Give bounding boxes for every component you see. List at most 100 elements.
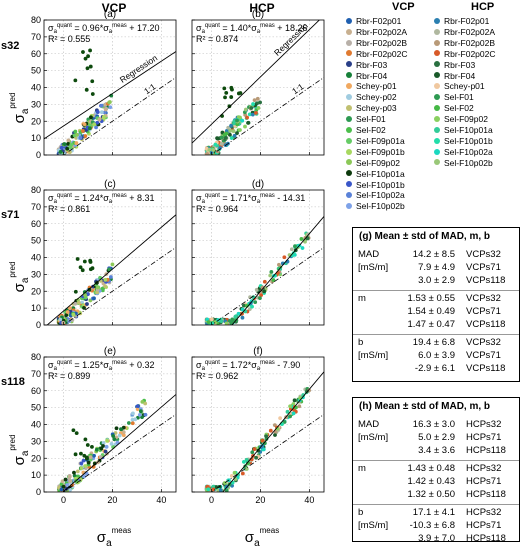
data-point <box>87 287 92 292</box>
legend-item: Sel-F09p02 <box>346 158 400 168</box>
data-point <box>251 102 255 106</box>
data-point <box>68 488 72 492</box>
data-point <box>250 112 255 117</box>
y-tick-label: 50 <box>31 66 41 76</box>
panel-letter: (b) <box>252 9 264 20</box>
legend-marker-icon <box>346 126 352 133</box>
data-points <box>204 85 262 155</box>
y-label-base: σ <box>11 282 28 292</box>
box-row-value: 3.9 ± 7.0 <box>418 533 455 544</box>
data-point <box>95 290 100 295</box>
x-label-base: σ <box>245 529 255 546</box>
y-tick-label: 20 <box>31 286 41 296</box>
data-point <box>264 434 269 439</box>
regression-line <box>46 214 176 325</box>
data-point <box>143 412 148 417</box>
data-point <box>114 426 119 431</box>
x-label-base: σ <box>97 529 107 546</box>
legend-item: Sel-F10p02b <box>434 158 493 168</box>
legend-marker-icon <box>346 115 352 122</box>
data-point <box>207 147 212 152</box>
x-tick-label: 20 <box>107 495 117 505</box>
y-axis-label-row3: σapred <box>8 435 31 466</box>
data-point <box>95 120 100 125</box>
grid <box>44 20 176 155</box>
y-tick-label: 50 <box>31 236 41 246</box>
y-label-sup: pred <box>8 435 17 451</box>
data-point <box>291 411 296 416</box>
legend-label: Schey-p01 <box>356 81 397 92</box>
data-point <box>250 450 255 455</box>
data-point <box>256 106 261 110</box>
data-point <box>61 484 66 489</box>
data-point <box>240 118 245 123</box>
data-point <box>250 304 254 309</box>
legend-marker-icon <box>434 39 440 46</box>
data-point <box>78 135 83 140</box>
box-row-value: 16.3 ± 3.0 <box>412 419 455 430</box>
legend-item: Sel-F01 <box>346 114 386 124</box>
legend-marker-icon <box>346 148 352 155</box>
box-row-label: [mS/m] <box>358 262 389 273</box>
data-point <box>82 259 87 264</box>
data-point <box>90 79 95 84</box>
regression-equation: σaquant = 1.71*σameas - 14.31 <box>196 193 305 205</box>
box-row-name: HCPs71 <box>466 520 502 531</box>
data-point <box>68 479 73 483</box>
box-row-name: HCPs71 <box>466 476 502 487</box>
data-point <box>224 131 229 136</box>
box-row-value: 1.42 ± 0.43 <box>407 476 455 487</box>
data-point <box>219 135 224 140</box>
box-row-name: HCPs118 <box>466 533 506 544</box>
data-point <box>130 421 135 426</box>
data-point <box>121 430 126 435</box>
data-point <box>101 441 106 445</box>
data-point <box>92 296 96 301</box>
data-point <box>247 112 252 117</box>
data-point <box>234 314 238 319</box>
r-squared: R² = 0.555 <box>48 34 90 44</box>
svg-text:σapred: σapred <box>8 262 31 293</box>
box-row-value: 1.47 ± 0.47 <box>407 319 455 330</box>
legend-label: Sel-F01 <box>356 114 386 125</box>
legend-label: Rbr-F02p02C <box>444 48 496 59</box>
box-row-name: HCPs118 <box>466 489 506 500</box>
one-to-one-label: 1:1 <box>290 81 306 96</box>
data-point <box>131 411 135 416</box>
regression-equation: σaquant = 1.72*σameas - 7.90 <box>196 360 300 372</box>
box-row-label: [mS/m] <box>358 520 389 531</box>
data-point <box>83 56 88 61</box>
legend-item: Sel-F10p01a <box>434 125 493 135</box>
panel-c: 0 10 20 30 40 50 60 70 80 (c) σaquant = 1.24*σamea… <box>31 179 177 330</box>
box-row-label: [mS/m] <box>358 432 389 443</box>
legend-item: Sel-F02 <box>346 125 386 135</box>
legend-item: Rbr-F02p02C <box>346 49 408 59</box>
y-tick-label: 60 <box>31 386 41 396</box>
data-point <box>83 437 88 442</box>
svg-text:σameas: σameas <box>97 526 131 549</box>
y-label-sub: a <box>20 277 31 283</box>
r-squared: R² = 0.861 <box>48 204 90 214</box>
legend-item: Sel-F09p01b <box>346 147 405 157</box>
legend-label: Sel-F10p02b <box>356 201 405 212</box>
data-point <box>229 123 233 128</box>
legend-label: Schey-p02 <box>356 92 397 103</box>
data-point <box>86 54 90 59</box>
data-point <box>232 470 237 475</box>
svg-text:σaquant = 1.40*σameas + 18.26: σaquant = 1.40*σameas + 18.26 <box>196 23 308 35</box>
data-point <box>111 434 116 438</box>
legend-item: Rbr-F02p02A <box>346 27 407 37</box>
one-to-one-line <box>62 247 176 325</box>
legend-item: Rbr-F02p01 <box>346 16 401 26</box>
data-point <box>282 420 287 424</box>
data-point <box>247 307 252 312</box>
data-point <box>260 438 265 443</box>
data-point <box>78 265 83 270</box>
box-row-name: VCPs32 <box>466 249 501 260</box>
svg-text:σaquant = 1.72*σameas - 7.90: σaquant = 1.72*σameas - 7.90 <box>196 360 300 372</box>
x-label-sub: a <box>106 538 112 549</box>
data-point <box>95 285 100 290</box>
y-label-base: σ <box>11 113 28 123</box>
data-point <box>299 237 304 241</box>
